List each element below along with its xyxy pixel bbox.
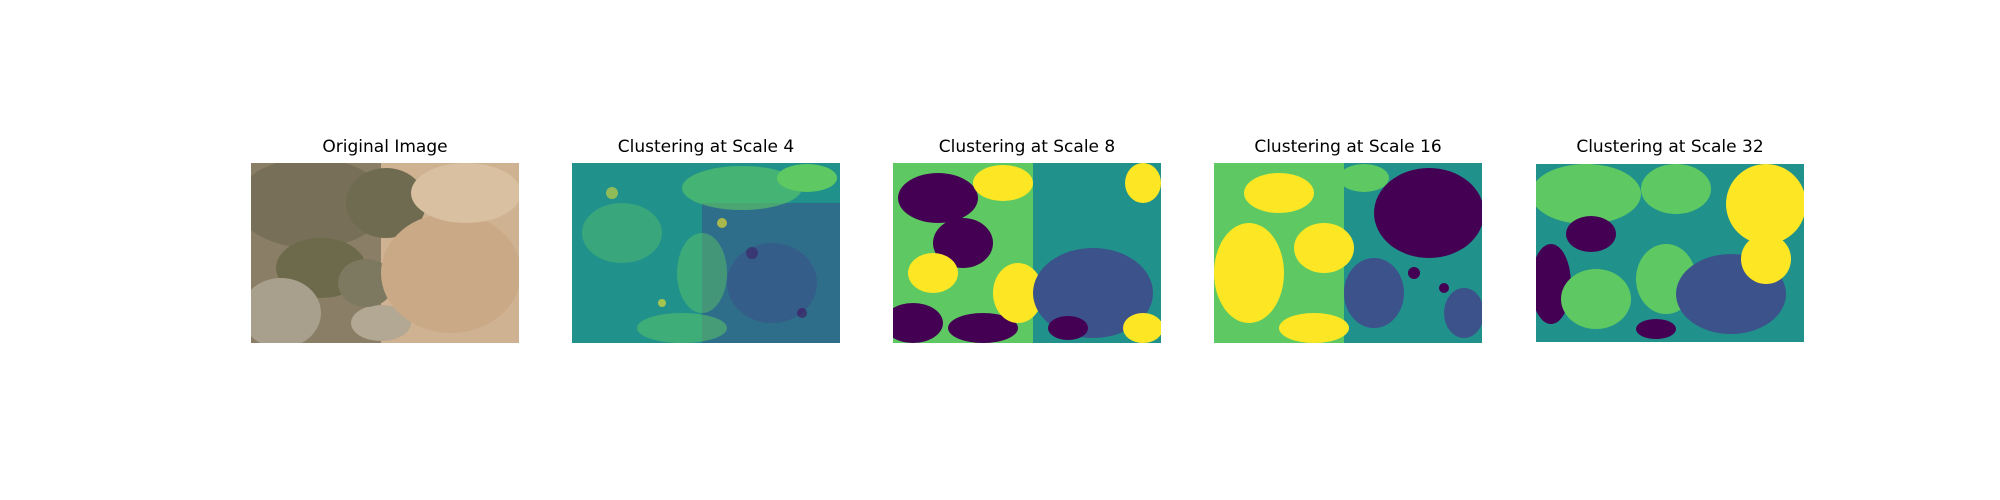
panel-title: Original Image (322, 137, 448, 157)
panel-title: Clustering at Scale 8 (938, 137, 1116, 157)
panel-clustering-scale-8: Clustering at Scale 8 (893, 137, 1161, 343)
cluster-map-scale-8 (893, 163, 1161, 343)
panel-title: Clustering at Scale 32 (1576, 137, 1764, 157)
panel-original-image: Original Image (251, 137, 519, 343)
original-aerial-image (251, 163, 519, 343)
panel-title: Clustering at Scale 16 (1254, 137, 1442, 157)
cluster-map-scale-16 (1214, 163, 1482, 343)
panel-title: Clustering at Scale 4 (617, 137, 795, 157)
panel-clustering-scale-16: Clustering at Scale 16 (1214, 137, 1482, 343)
cluster-map-scale-4 (572, 163, 840, 343)
cluster-map-scale-32 (1536, 164, 1804, 342)
panel-clustering-scale-32: Clustering at Scale 32 (1536, 137, 1804, 342)
panel-clustering-scale-4: Clustering at Scale 4 (572, 137, 840, 343)
